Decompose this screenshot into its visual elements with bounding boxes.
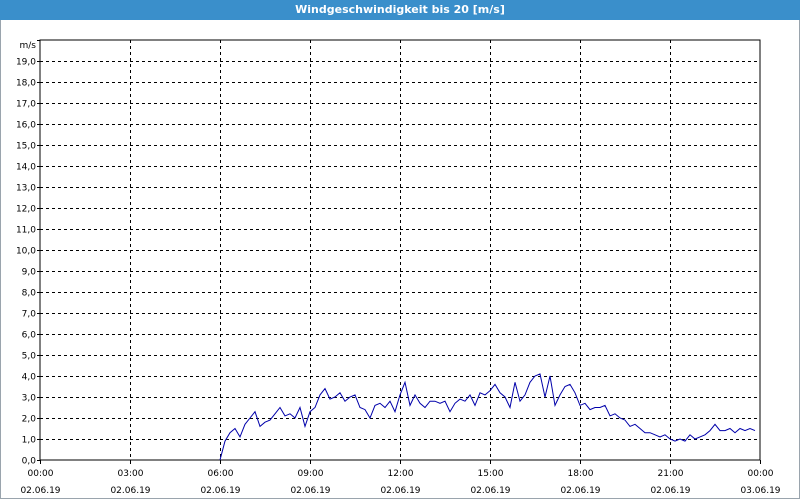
y-axis-unit: m/s: [20, 41, 37, 51]
x-tick-time-label: 21:00: [658, 469, 684, 479]
y-tick-label: 9,0: [22, 268, 37, 278]
y-tick-label: 16,0: [16, 121, 36, 131]
y-tick-label: 18,0: [16, 79, 36, 89]
x-tick-date-label: 02.06.19: [650, 486, 690, 496]
x-tick-date-label: 02.06.19: [290, 486, 330, 496]
chart-title: Windgeschwindigkeit bis 20 [m/s]: [295, 3, 505, 16]
y-tick-label: 0,0: [22, 457, 37, 467]
y-tick-label: 13,0: [16, 184, 36, 194]
y-tick-label: 15,0: [16, 142, 36, 152]
x-tick-time-label: 00:00: [28, 469, 54, 479]
y-tick-label: 5,0: [22, 352, 37, 362]
x-tick-date-label: 02.06.19: [20, 486, 60, 496]
y-tick-label: 3,0: [22, 394, 37, 404]
x-tick-date-label: 02.06.19: [110, 486, 150, 496]
x-tick-time-label: 03:00: [118, 469, 144, 479]
y-tick-label: 17,0: [16, 100, 36, 110]
y-tick-label: 14,0: [16, 163, 36, 173]
wind-speed-series-line: [219, 373, 756, 461]
y-tick-label: 1,0: [22, 436, 37, 446]
x-tick-time-label: 06:00: [208, 469, 234, 479]
y-tick-label: 8,0: [22, 289, 37, 299]
x-tick-date-label: 03.06.19: [740, 486, 780, 496]
x-tick-time-label: 09:00: [298, 469, 324, 479]
y-tick-label: 11,0: [16, 226, 36, 236]
y-tick-label: 2,0: [22, 415, 37, 425]
x-tick-time-label: 12:00: [388, 469, 414, 479]
x-tick-time-label: 00:00: [748, 469, 774, 479]
x-tick-date-label: 02.06.19: [470, 486, 510, 496]
x-tick-date-label: 02.06.19: [200, 486, 240, 496]
y-tick-label: 4,0: [22, 373, 37, 383]
y-tick-label: 10,0: [16, 247, 36, 257]
y-tick-label: 19,0: [16, 58, 36, 68]
chart-title-bar: Windgeschwindigkeit bis 20 [m/s]: [0, 0, 800, 20]
y-tick-label: 6,0: [22, 331, 37, 341]
x-tick-date-label: 02.06.19: [380, 486, 420, 496]
x-tick-time-label: 18:00: [568, 469, 594, 479]
x-tick-time-label: 15:00: [478, 469, 504, 479]
y-tick-label: 7,0: [22, 310, 37, 320]
x-tick-date-label: 02.06.19: [560, 486, 600, 496]
y-tick-label: 12,0: [16, 205, 36, 215]
